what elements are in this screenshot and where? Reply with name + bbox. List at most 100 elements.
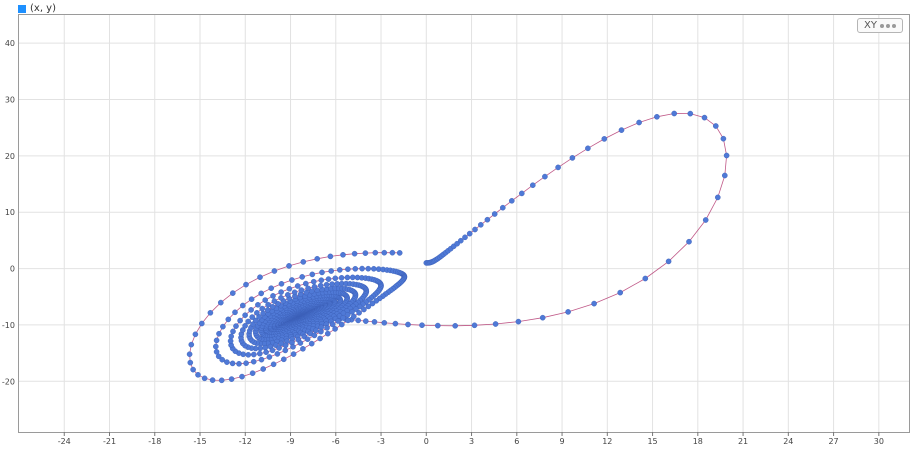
data-point [260,366,267,372]
data-point [213,337,220,344]
data-point [278,294,284,301]
data-point [345,317,351,324]
data-point [542,173,548,180]
legend-swatch [18,5,26,13]
data-point [702,217,709,223]
data-point [319,269,325,276]
data-point [262,297,269,303]
data-point [213,348,220,355]
y-tick-label: -10 [2,321,15,330]
x-tick-label: 15 [647,437,657,446]
x-tick-label: -3 [377,437,385,446]
data-point [720,135,727,142]
data-point [198,320,205,327]
data-point [186,351,193,358]
data-point [508,197,515,204]
data-point [299,274,306,280]
data-point [323,281,330,288]
data-point [352,265,359,272]
data-point [271,298,278,304]
data-point [250,351,257,358]
data-point [419,322,425,329]
y-tick-label: 10 [5,208,15,217]
data-point [268,285,275,292]
data-point [217,299,224,306]
data-point [215,353,222,360]
data-point [265,301,271,308]
y-tick-label: 40 [5,39,15,48]
y-tick-label: 20 [5,152,15,161]
data-point [239,302,246,309]
data-point [237,317,243,324]
data-point [212,343,219,350]
x-tick-label: 27 [828,437,838,446]
data-point [457,237,464,244]
data-point [389,249,396,256]
data-point [297,340,304,346]
data-point [340,251,346,258]
data-point [232,309,238,316]
data-point [530,182,536,188]
data-point [671,110,678,117]
data-point [239,373,245,380]
trajectory [186,110,730,384]
data-point [201,375,208,382]
xy-mode-button[interactable]: XY [857,18,903,33]
data-point [392,320,399,327]
data-point [434,322,441,329]
data-point [344,274,351,281]
data-point [654,114,660,120]
data-point [255,301,261,308]
data-point [601,136,608,142]
data-point [405,321,411,328]
data-point [278,280,285,287]
x-tick-label: 0 [424,437,429,446]
x-tick-label: 18 [693,437,703,446]
data-point [338,274,345,281]
data-point [300,345,306,352]
data-point [636,119,642,126]
data-point [336,267,343,273]
x-tick-label: 9 [560,437,565,446]
data-point [361,306,367,313]
data-point [305,285,311,292]
data-point [565,309,571,315]
data-point [373,297,380,304]
data-point [308,340,315,347]
data-point [491,211,498,217]
data-point [276,345,282,351]
data-point [723,152,730,159]
data-point [216,330,222,337]
data-point [290,351,297,357]
data-point [250,358,257,365]
data-point [242,312,248,319]
data-point [266,354,273,360]
data-point [302,280,309,287]
data-point [298,287,305,293]
data-point [219,356,225,363]
x-tick-label: 21 [738,437,748,446]
data-point [243,281,249,288]
data-point [225,316,232,323]
data-point [466,230,473,237]
data-point [259,305,266,312]
data-point [327,253,334,260]
plot-frame [18,14,910,433]
data-point [381,249,388,256]
data-point [365,303,372,310]
data-point [252,317,259,324]
x-tick-label: 6 [514,437,519,446]
data-point [270,361,277,368]
data-point [207,309,214,316]
data-point [328,268,335,274]
data-point [539,314,546,321]
data-point [192,331,199,338]
data-point [484,216,491,223]
data-point [324,325,330,331]
data-point [209,377,216,383]
data-point [264,307,271,313]
x-tick-label: 30 [874,437,884,446]
data-point [243,360,249,367]
data-point [371,319,378,325]
data-point [282,342,289,349]
